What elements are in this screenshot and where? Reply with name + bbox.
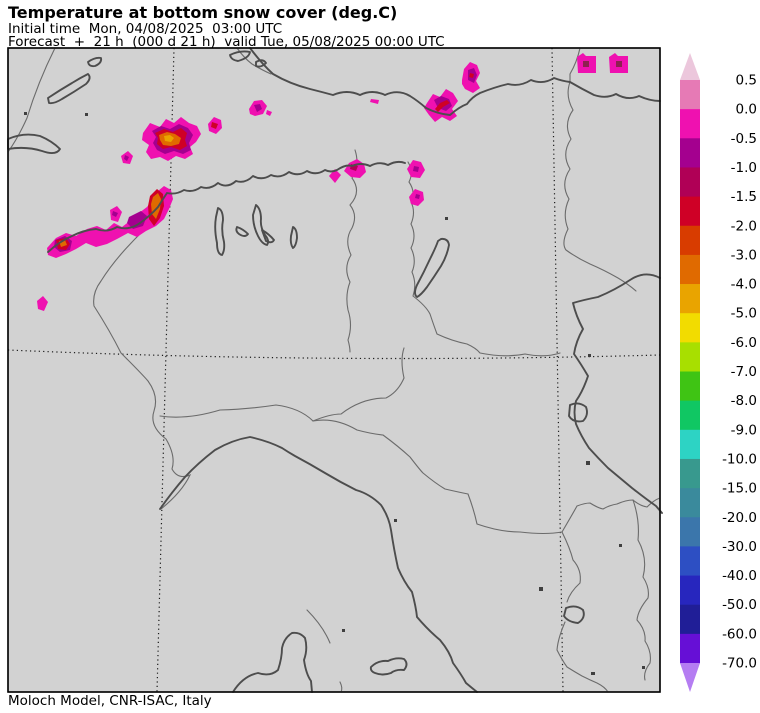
colorbar-segment [680,575,700,606]
colorbar-tick-label: -9.0 [731,422,757,438]
graticule-dotted-lines [7,47,661,693]
colorbar-segment [680,488,700,518]
colorbar-tick-label: -7.0 [731,364,757,380]
colorbar-tick-label: 0.5 [736,73,757,89]
colorbar-tick-label: -4.0 [731,277,757,293]
colorbar-segment [680,371,700,402]
colorbar-arrow-up [680,53,700,80]
colorbar-segment [680,80,700,110]
colorbar-svg: 0.5 0.0 -0.5 -1.0 -1.5 -2.0 -3.0 -4.0 -5.0 -6.0 -7… [680,53,757,692]
colorbar-segment [680,458,700,489]
colorbar-segment [680,284,700,314]
region-borders [7,47,661,693]
colorbar-tick-label: -0.5 [731,131,757,147]
colorbar-legend: 0.5 0.0 -0.5 -1.0 -1.5 -2.0 -3.0 -4.0 -5.0 -6.0 -7… [668,48,760,698]
colorbar-segment [680,225,700,256]
forecast-valid-line: Forecast + 21 h (000 d 21 h) valid Tue, … [8,34,445,50]
colorbar-tick-label: -6.0 [731,335,757,351]
colorbar-tick-label: -3.0 [731,247,757,263]
colorbar-tick-label: -30.0 [722,539,757,555]
colorbar-tick-label: -8.0 [731,393,757,409]
colorbar-segment [680,109,700,139]
page-title: Temperature at bottom snow cover (deg.C) [8,3,398,22]
colorbar-segment [680,517,700,547]
initial-time-line: Initial time Mon, 04/08/2025 03:00 UTC [8,21,283,37]
colorbar-segment [680,313,700,343]
colorbar-tick-label: -1.5 [731,189,757,205]
colorbar-segment [680,254,700,285]
colorbar-tick-label: -70.0 [722,656,757,672]
colorbar-arrow-down [680,663,700,692]
colorbar-tick-label: -20.0 [722,510,757,526]
colorbar-tick-label: -10.0 [722,451,757,467]
colorbar-tick-label: -60.0 [722,626,757,642]
colorbar-tick-label: 0.0 [736,102,757,118]
map-background [7,47,661,693]
colorbar-segment [680,138,700,168]
colorbar-tick-label: -1.0 [731,160,757,176]
colorbar-segment [680,196,700,227]
coastlines-and-lakes [7,47,663,693]
colorbar-segment [680,342,700,372]
colorbar-tick-label: -5.0 [731,306,757,322]
colorbar-segment [680,429,700,460]
colorbar-segment [680,400,700,431]
colorbar-segment [680,167,700,197]
model-credit: Moloch Model, CNR-ISAC, Italy [8,693,212,709]
colorbar-tick-label: -15.0 [722,481,757,497]
colorbar-tick-label: -2.0 [731,218,757,234]
temperature-shading-patches [37,53,628,311]
colorbar-segment [680,546,700,576]
colorbar-tick-label: -40.0 [722,568,757,584]
map-dots [24,112,645,675]
colorbar-segment [680,604,700,635]
colorbar-segment [680,633,700,664]
colorbar-tick-label: -50.0 [722,597,757,613]
map-frame [7,47,661,693]
